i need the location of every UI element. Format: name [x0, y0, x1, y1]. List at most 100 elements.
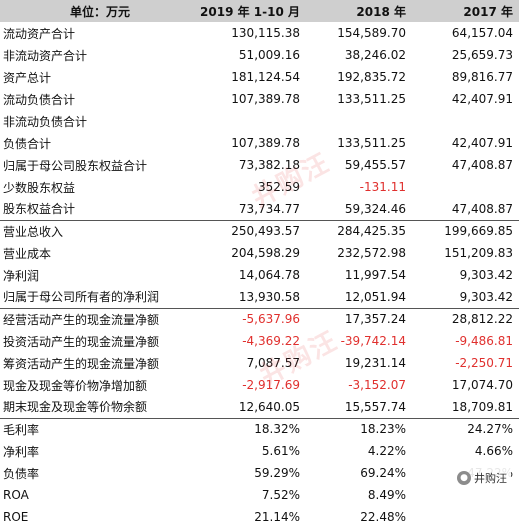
row-label: ROE	[0, 506, 200, 524]
value-2018: 154,589.70	[337, 26, 406, 40]
row-label: 少数股东权益	[3, 180, 76, 195]
row-label: 负债率	[3, 466, 40, 481]
value-2017	[412, 506, 519, 524]
table-row: 非流动负债合计	[0, 110, 519, 132]
row-label: ROA	[3, 488, 29, 502]
value-2019: 181,124.54	[231, 70, 300, 84]
table-row: 少数股东权益 352.59 -131.11	[0, 176, 519, 198]
value-2019: 107,389.78	[231, 92, 300, 106]
value-2018: 59,324.46	[344, 201, 406, 216]
row-label: 股东权益合计	[3, 202, 76, 217]
row-label: 净利润	[3, 268, 40, 283]
value-2019: 12,640.05	[238, 399, 300, 414]
row-label: 营业总收入	[0, 219, 200, 242]
value-2019: 73,382.18	[238, 158, 300, 172]
row-label: 现金及现金等价物净增加额	[3, 378, 148, 393]
table-row: 资产总计 181,124.54 192,835.72 89,816.77	[0, 66, 519, 88]
table-row: 期末现金及现金等价物余额 12,640.05 15,557.74 18,709.…	[0, 396, 519, 418]
value-2017: -9,486.81	[455, 334, 513, 348]
value-2019: -4,369.22	[242, 334, 300, 348]
value-2019: 107,389.78	[231, 136, 300, 150]
table-row: 经营活动产生的现金流量净额 -5,637.96 17,357.24 28,812…	[0, 307, 519, 330]
value-2018: 284,425.35	[306, 219, 412, 242]
value-2018: 12,051.94	[344, 289, 406, 304]
value-2019	[200, 110, 306, 132]
value-2017: 28,812.22	[412, 307, 519, 330]
row-label: 流动资产合计	[3, 26, 76, 41]
value-2018: 232,572.98	[337, 246, 406, 260]
value-2017: 24.27%	[412, 417, 519, 440]
value-2019: 204,598.29	[231, 246, 300, 260]
value-2017: 17,074.70	[451, 378, 513, 392]
col-header-2017: 2017 年	[463, 4, 513, 19]
value-2017: 199,669.85	[412, 219, 519, 242]
value-2018	[306, 110, 412, 132]
value-2017: 89,816.77	[451, 70, 513, 84]
table-header-row: 单位：万元 2019 年 1-10 月 2018 年 2017 年	[0, 0, 519, 22]
value-2019: 18.32%	[200, 417, 306, 440]
value-2018: -3,152.07	[348, 378, 406, 392]
value-2018: 38,246.02	[344, 48, 406, 62]
value-2017: 4.66%	[474, 444, 513, 458]
table-row: 负债率 59.29% 69.24% 47.22%	[0, 462, 519, 484]
table-row: ROE 21.14% 22.48%	[0, 506, 519, 524]
value-2017: 42,407.91	[451, 136, 513, 150]
table-row: 投资活动产生的现金流量净额 -4,369.22 -39,742.14 -9,48…	[0, 330, 519, 352]
table-row: 非流动资产合计 51,009.16 38,246.02 25,659.73	[0, 44, 519, 66]
value-2018: 8.49%	[367, 488, 406, 502]
row-label: 筹资活动产生的现金流量净额	[3, 356, 160, 371]
value-2017: 42,407.91	[451, 92, 513, 106]
table-row: 营业总收入 250,493.57 284,425.35 199,669.85	[0, 219, 519, 242]
value-2019: -2,917.69	[242, 378, 300, 392]
value-2018: 59,455.57	[344, 158, 406, 172]
value-2018: 22.48%	[306, 506, 412, 524]
value-2017: 47,408.87	[451, 201, 513, 216]
row-label: 非流动资产合计	[3, 48, 88, 63]
value-2018: 133,511.25	[337, 92, 406, 106]
row-label: 负债合计	[3, 136, 52, 151]
value-2017: 9,303.42	[459, 289, 513, 304]
unit-header: 单位：万元	[69, 4, 130, 19]
row-label: 营业成本	[3, 246, 52, 261]
value-2018: 18.23%	[306, 417, 412, 440]
row-label: 归属于母公司所有者的净利润	[3, 290, 160, 305]
table-row: 净利润 14,064.78 11,997.54 9,303.42	[0, 264, 519, 286]
table-row: 负债合计 107,389.78 133,511.25 42,407.91	[0, 132, 519, 154]
row-label: 毛利率	[0, 417, 200, 440]
table-row: 流动负债合计 107,389.78 133,511.25 42,407.91	[0, 88, 519, 110]
value-2017: 64,157.04	[451, 26, 513, 40]
row-label: 投资活动产生的现金流量净额	[3, 334, 160, 349]
value-2017	[412, 176, 519, 198]
value-2017: 9,303.42	[459, 268, 513, 282]
row-label: 流动负债合计	[3, 92, 76, 107]
paw-icon: ●	[457, 471, 471, 485]
row-label: 资产总计	[3, 70, 52, 85]
value-2017	[412, 110, 519, 132]
table-row: 归属于母公司所有者的净利润 13,930.58 12,051.94 9,303.…	[0, 286, 519, 308]
value-2018: 4.22%	[367, 444, 406, 458]
table-row: 股东权益合计 73,734.77 59,324.46 47,408.87	[0, 198, 519, 220]
row-label: 净利率	[3, 444, 40, 459]
row-label: 非流动负债合计	[3, 114, 88, 129]
table-row: 净利率 5.61% 4.22% 4.66%	[0, 440, 519, 462]
value-2017: 25,659.73	[451, 48, 513, 62]
row-label: 归属于母公司股东权益合计	[3, 158, 148, 173]
value-2019: 7.52%	[261, 488, 300, 502]
value-2019: 51,009.16	[238, 48, 300, 62]
value-2019: 21.14%	[200, 506, 306, 524]
value-2017: 18,709.81	[451, 399, 513, 414]
value-2017: -2,250.71	[455, 356, 513, 370]
value-2018: 19,231.14	[344, 356, 406, 370]
value-2019: 13,930.58	[238, 289, 300, 304]
table-row: ROA 7.52% 8.49%	[0, 484, 519, 506]
source-badge: ● 井购汪	[453, 468, 511, 488]
row-label: 经营活动产生的现金流量净额	[0, 307, 200, 330]
value-2018: -131.11	[359, 180, 406, 194]
col-header-2019: 2019 年 1-10 月	[200, 4, 300, 19]
value-2019: 250,493.57	[200, 219, 306, 242]
value-2019: -5,637.96	[200, 307, 306, 330]
table-row: 归属于母公司股东权益合计 73,382.18 59,455.57 47,408.…	[0, 154, 519, 176]
value-2018: 15,557.74	[344, 399, 406, 414]
value-2018: -39,742.14	[340, 334, 406, 348]
